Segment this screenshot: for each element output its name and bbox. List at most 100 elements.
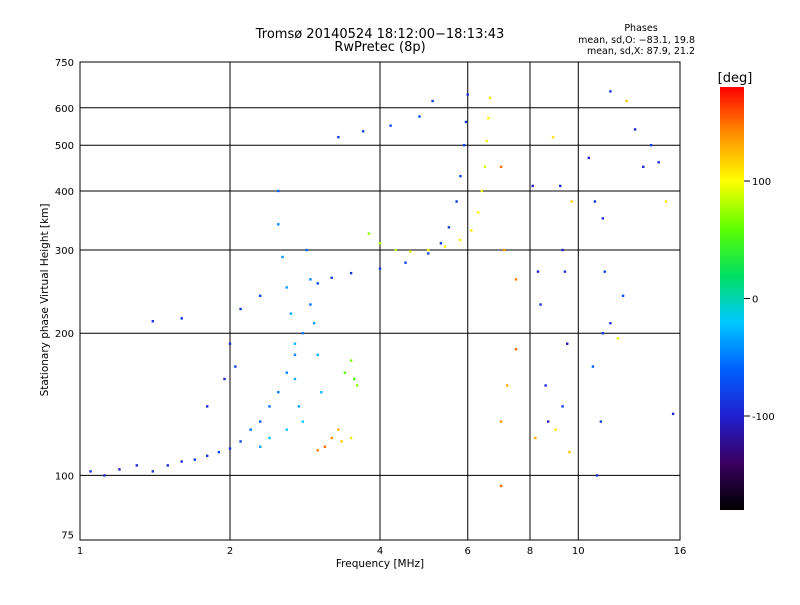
y-tick-label: 600 [55,104,74,115]
echo-point [180,317,183,320]
colorbar-label: [deg] [718,71,753,86]
echo-point [289,312,293,315]
echo-point [409,250,412,253]
echo-point [223,377,226,381]
echo-point [514,278,518,281]
echo-point [633,128,637,131]
echo-point [297,405,301,408]
echo-point [616,337,619,340]
echo-point [591,365,595,368]
echo-point [281,255,284,259]
colorbar-ticks: -100 0 100 [744,177,775,423]
echo-point [466,93,469,96]
echo-point [316,449,319,452]
echo-point [404,261,407,264]
echo-point [601,332,605,335]
echo-point [664,200,668,203]
echo-point [277,223,280,226]
echo-point [459,238,462,242]
echo-point [343,371,347,374]
echo-point [320,391,323,394]
echo-point [205,454,209,458]
echo-point [427,248,430,252]
echo-point [277,391,280,394]
data-points [89,90,675,488]
echo-point [249,428,252,431]
grid-lines [80,62,680,540]
echo-point [352,377,356,381]
echo-point [487,117,490,120]
echo-point [293,353,297,357]
echo-point [337,135,340,139]
echo-point [488,96,492,99]
echo-point [330,276,333,279]
echo-point [642,165,645,169]
echo-point [239,440,242,443]
echo-point [559,184,562,188]
echo-point [601,217,605,220]
echo-point [514,347,518,351]
echo-point [285,286,288,289]
echo-point [470,229,473,232]
echo-point [180,460,183,463]
echo-point [268,405,271,408]
echo-point [534,436,537,440]
echo-point [561,248,564,252]
echo-point [505,384,509,387]
echo-point [166,464,169,467]
x-tick-label: 2 [227,546,233,557]
x-tick-label: 10 [572,546,585,557]
echo-point [355,384,359,387]
echo-point [570,200,573,203]
echo-point [599,420,603,423]
y-axis-ticks: 75 100 200 300 400 500 600 750 [55,58,74,541]
echo-point [459,174,462,178]
echo-point [217,450,221,454]
echo-point [89,470,92,473]
echo-point [323,445,327,448]
echo-point [499,484,503,488]
echo-point [483,165,487,169]
echo-point [536,270,540,273]
echo-point [277,189,280,193]
echo-point [462,143,466,147]
echo-point [561,405,564,408]
echo-point [285,428,288,431]
echo-point [259,294,262,297]
echo-point [378,267,382,270]
echo-point [389,124,392,127]
echo-point [439,242,443,245]
echo-point [671,412,675,416]
y-tick-label: 100 [55,471,74,482]
echo-point [312,321,316,325]
echo-point [477,211,480,214]
x-tick-label: 6 [465,546,471,557]
echo-point [205,405,209,408]
plot-frame [79,61,681,541]
y-tick-label: 300 [55,246,74,257]
echo-point [649,143,653,147]
echo-point [603,270,606,273]
echo-point [485,139,488,143]
y-tick-label: 400 [55,187,74,198]
colorbar-tick-label: 0 [752,295,758,306]
echo-point [546,420,550,423]
echo-point [259,445,262,448]
phases-o-stats: mean, sd,O: −83.1, 19.8 [578,35,695,46]
echo-point [625,99,628,103]
echo-point [443,245,447,248]
echo-point [587,156,591,160]
echo-point [544,384,547,387]
echo-point [609,321,612,325]
x-tick-label: 4 [377,546,383,557]
chart-title: Tromsø 20140524 18:12:00−18:13:43 [255,27,505,42]
echo-point [340,440,343,443]
y-tick-label: 200 [55,329,74,340]
echo-point [609,90,612,93]
echo-point [621,294,625,297]
echo-point [301,420,305,423]
echo-point [394,248,397,252]
echo-point [330,436,333,440]
echo-point [367,232,371,235]
